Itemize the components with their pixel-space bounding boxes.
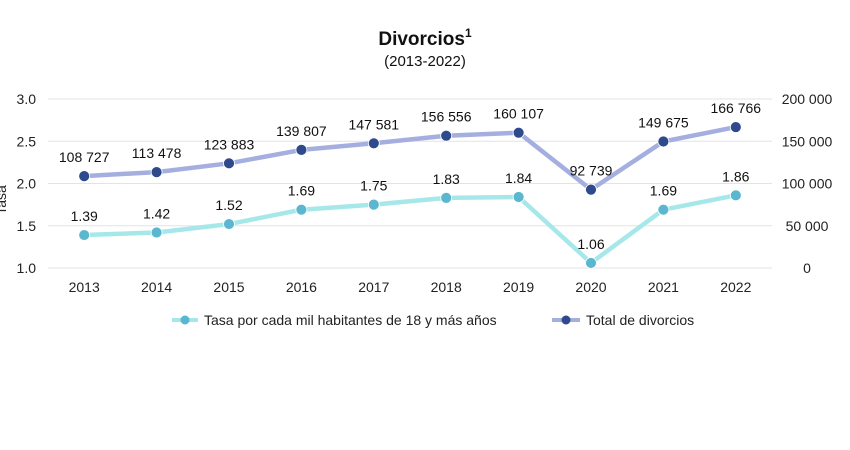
chart-subtitle: (2013-2022): [384, 53, 466, 70]
data-label: 166 766: [710, 100, 761, 116]
y2-tick-label: 150 000: [782, 133, 833, 149]
series-line-0: [81, 193, 739, 266]
data-point: [295, 143, 308, 156]
legend-label-tasa: Tasa por cada mil habitantes de 18 y más…: [204, 312, 497, 328]
data-label: 147 581: [348, 116, 399, 132]
data-label: 1.52: [215, 197, 242, 213]
data-point: [78, 170, 91, 183]
data-point: [512, 191, 525, 203]
data-point: [657, 203, 670, 216]
data-point: [78, 229, 91, 241]
x-tick-label: 2021: [648, 279, 679, 295]
x-tick-label: 2014: [141, 279, 172, 295]
x-tick-label: 2015: [213, 279, 244, 295]
y-axis-label: Tasa: [0, 185, 9, 215]
data-point: [367, 198, 380, 211]
y-tick-label: 3.0: [17, 91, 37, 107]
data-label: 1.83: [433, 171, 460, 187]
data-point: [440, 191, 453, 204]
data-point: [585, 183, 597, 196]
data-label: 1.69: [288, 183, 315, 199]
data-label: 1.42: [143, 206, 170, 222]
data-point: [729, 121, 742, 133]
series-line-1: [81, 124, 739, 192]
data-label: 1.75: [360, 178, 387, 194]
data-point: [295, 203, 308, 216]
y2-tick-label: 100 000: [782, 176, 833, 192]
data-label: 123 883: [204, 136, 255, 152]
data-label: 108 727: [59, 149, 110, 165]
data-point: [150, 166, 163, 179]
x-tick-label: 2013: [69, 279, 100, 295]
data-point: [223, 218, 235, 230]
data-label: 139 807: [276, 123, 327, 139]
data-point: [367, 137, 380, 150]
data-label: 1.69: [650, 183, 677, 199]
data-label: 1.39: [71, 208, 98, 224]
legend-marker-tasa: [180, 315, 190, 325]
data-label: 92 739: [570, 163, 613, 179]
x-tick-label: 2017: [358, 279, 389, 295]
x-tick-label: 2016: [286, 279, 317, 295]
x-tick-label: 2018: [431, 279, 462, 295]
legend: Tasa por cada mil habitantes de 18 y más…: [172, 312, 694, 328]
data-label: 1.86: [722, 168, 749, 184]
y2-tick-label: 200 000: [782, 91, 833, 107]
data-label: 156 556: [421, 109, 472, 125]
data-label: 149 675: [638, 115, 689, 131]
data-point: [657, 135, 670, 148]
y-tick-label: 1.0: [17, 260, 37, 276]
data-point: [150, 226, 163, 239]
x-tick-label: 2019: [503, 279, 534, 295]
y-tick-label: 1.5: [17, 218, 37, 234]
x-tick-label: 2022: [720, 279, 751, 295]
data-label: 1.84: [505, 170, 532, 186]
y-tick-label: 2.5: [17, 133, 37, 149]
data-point: [440, 129, 453, 142]
data-point: [223, 157, 235, 170]
y-tick-label: 2.0: [17, 176, 37, 192]
legend-label-total: Total de divorcios: [586, 312, 694, 328]
data-point: [512, 126, 525, 139]
y2-tick-label: 0: [803, 260, 811, 276]
y2-tick-label: 50 000: [786, 218, 829, 234]
data-label: 113 478: [132, 145, 182, 161]
data-label: 160 107: [493, 106, 544, 122]
data-point: [585, 257, 597, 269]
chart-title: Divorcios1: [378, 26, 472, 50]
legend-marker-total: [561, 315, 571, 325]
x-tick-label: 2020: [575, 279, 606, 295]
data-point: [729, 189, 742, 202]
data-label: 1.06: [577, 236, 604, 252]
